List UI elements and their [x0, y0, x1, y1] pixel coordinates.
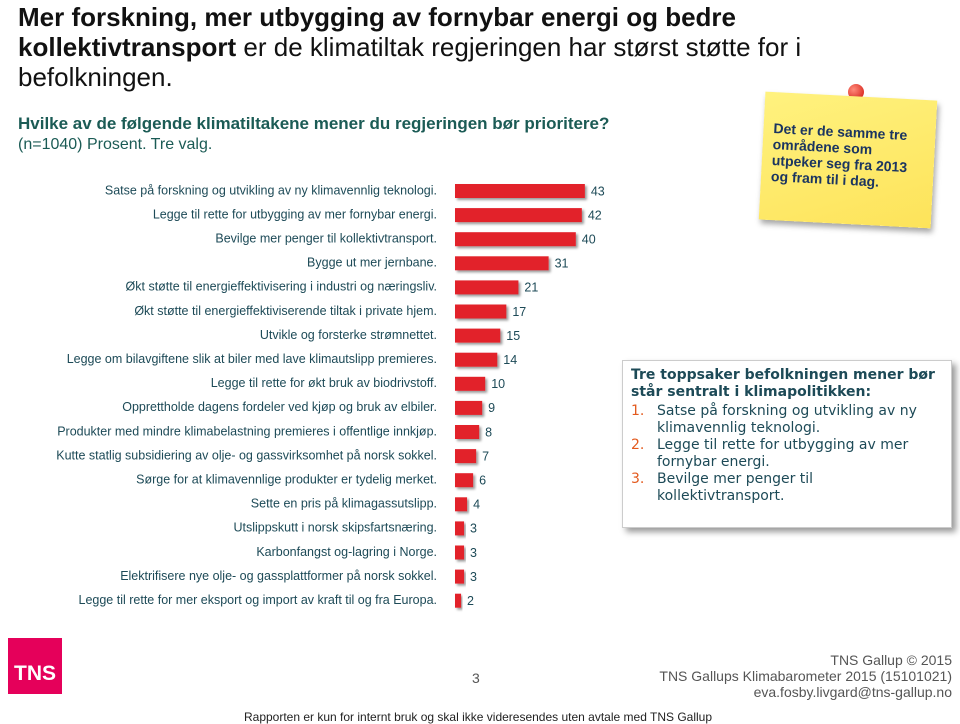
bar [455, 184, 585, 198]
bar [455, 473, 474, 488]
bar [455, 352, 498, 367]
email: eva.fosby.livgard@tns-gallup.no [753, 684, 952, 700]
value-label: 14 [503, 353, 517, 367]
title-bold: Mer forskning, mer utbygging av fornybar… [18, 2, 736, 62]
value-label: 2 [467, 594, 474, 608]
category-label: Elektrifisere nye olje- og gassplattform… [120, 569, 437, 583]
disclaimer: Rapporten er kun for internt bruk og ska… [243, 710, 713, 724]
item-marker: 1. [631, 403, 645, 419]
item-marker: 2. [631, 437, 645, 453]
bar [455, 256, 549, 271]
footer-info: TNS Gallup © 2015 TNS Gallups Klimabarom… [659, 652, 952, 700]
bar [455, 304, 507, 319]
item-text: Bevilge mer penger til kollektivtranspor… [657, 471, 814, 504]
bar [455, 376, 486, 391]
bar [455, 449, 477, 464]
bar [455, 400, 483, 415]
bar [455, 425, 480, 439]
category-label: Sette en pris på klimagassutslipp. [251, 497, 437, 511]
value-label: 17 [512, 305, 526, 319]
value-label: 9 [488, 401, 495, 415]
title-rest: er de klimatiltak regjeringen har størst… [18, 32, 802, 92]
value-label: 42 [588, 208, 602, 222]
title: Mer forskning, mer utbygging av fornybar… [18, 2, 938, 92]
item-text: Satse på forskning og utvikling av ny kl… [657, 403, 917, 436]
bar [455, 497, 468, 512]
value-label: 43 [591, 184, 605, 198]
report: TNS Gallups Klimabarometer 2015 (1510102… [659, 668, 952, 684]
callout-list: 1. Satse på forskning og utvikling av ny … [631, 403, 943, 505]
bar [455, 521, 465, 536]
callout: Tre toppsaker befolkningen mener bør stå… [622, 360, 952, 528]
item-marker: 3. [631, 471, 645, 487]
bar [455, 569, 465, 584]
copyright: TNS Gallup © 2015 [830, 652, 952, 668]
category-label: Utvikle og forsterke strømnettet. [260, 328, 437, 342]
category-label: Sørge for at klimavennlige produkter er … [136, 472, 437, 486]
value-label: 3 [470, 570, 477, 584]
category-label: Kutte statlig subsidiering av olje- og g… [56, 448, 437, 462]
category-label: Utslippskutt i norsk skipsfartsnæring. [233, 521, 437, 535]
bar [455, 545, 465, 560]
category-label: Legge til rette for økt bruk av biodrivs… [211, 376, 437, 390]
value-label: 21 [524, 281, 538, 295]
bar [455, 280, 519, 295]
callout-title: Tre toppsaker befolkningen mener bør stå… [631, 367, 935, 400]
callout-item: 1. Satse på forskning og utvikling av ny … [631, 403, 943, 437]
logo: TNS [8, 638, 62, 694]
category-label: Legge til rette for mer eksport og impor… [79, 593, 438, 607]
category-label: Bygge ut mer jernbane. [307, 256, 437, 270]
question: Hvilke av de følgende klimatiltakene men… [18, 114, 610, 133]
sample: (n=1040) Prosent. Tre valg. [18, 136, 213, 153]
category-label: Legge om bilavgiftene slik at biler med … [67, 352, 437, 366]
category-label: Økt støtte til energieffektiviserende ti… [134, 304, 437, 318]
value-label: 8 [485, 425, 492, 439]
value-label: 7 [482, 449, 489, 463]
category-label: Opprettholde dagens fordeler ved kjøp og… [122, 400, 437, 414]
category-label: Karbonfangst og-lagring i Norge. [256, 545, 437, 559]
value-label: 3 [470, 546, 477, 560]
category-label: Bevilge mer penger til kollektivtranspor… [215, 231, 437, 245]
category-label: Økt støtte til energieffektivisering i i… [126, 280, 437, 294]
bar [455, 208, 582, 223]
value-label: 40 [582, 232, 596, 246]
sticky-note: Det er de samme tre områdene som utpeker… [758, 91, 938, 229]
value-label: 4 [473, 498, 480, 512]
bar [455, 593, 462, 608]
value-label: 10 [491, 377, 505, 391]
category-label: Legge til rette for utbygging av mer for… [153, 207, 437, 221]
callout-item: 3. Bevilge mer penger til kollektivtransp… [631, 471, 943, 505]
category-label: Satse på forskning og utvikling av ny kl… [105, 183, 437, 197]
bar [455, 232, 576, 247]
value-label: 6 [479, 473, 486, 487]
value-label: 3 [470, 522, 477, 536]
bar [455, 328, 501, 343]
callout-item: 2. Legge til rette for utbygging av mer f… [631, 437, 943, 471]
item-text: Legge til rette for utbygging av mer for… [657, 437, 909, 470]
value-label: 31 [555, 257, 569, 271]
value-label: 15 [506, 329, 520, 343]
page-number: 3 [472, 670, 480, 686]
category-label: Produkter med mindre klimabelastning pre… [57, 424, 437, 438]
